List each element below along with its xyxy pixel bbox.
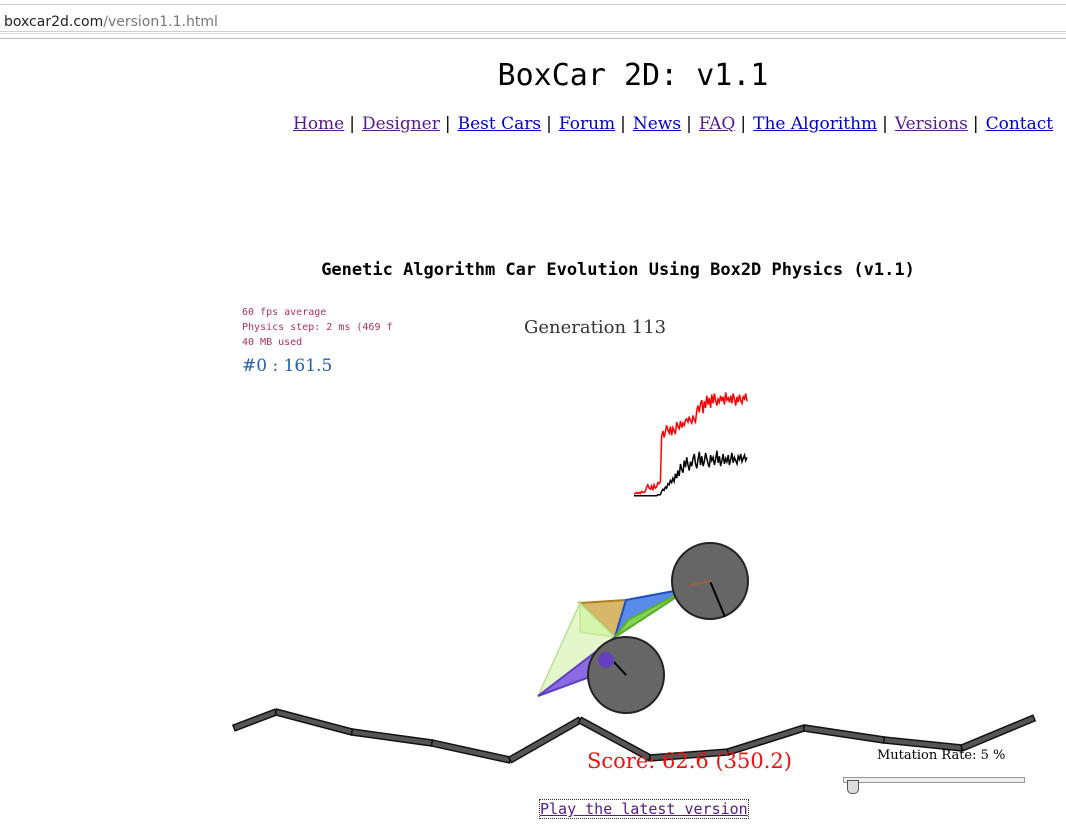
nav-faq[interactable]: FAQ (698, 114, 736, 134)
fps-text: 60 fps average (242, 307, 327, 318)
generation-label: Generation 113 (524, 317, 667, 338)
nav-separator: | (740, 114, 747, 134)
latest-version-link-container: Play the latest version (539, 799, 749, 819)
terrain-track (231, 708, 1037, 764)
nav-versions[interactable]: Versions (894, 114, 968, 134)
memory-text: 40 MB used (242, 337, 303, 348)
track-segment (802, 724, 886, 744)
rear-wheel (587, 636, 665, 714)
track-segment (959, 714, 1037, 752)
main-nav: Home | Designer | Best Cars | Forum | News | FAQ | T… (293, 114, 1053, 134)
slider-track[interactable] (843, 777, 1025, 783)
track-segment (882, 736, 964, 752)
track-segment (350, 728, 434, 747)
nav-the-algorithm[interactable]: The Algorithm (753, 114, 878, 134)
nav-forum[interactable]: Forum (558, 114, 616, 134)
nav-contact[interactable]: Contact (985, 114, 1054, 134)
url-text[interactable]: boxcar2d.com/version1.1.html (4, 14, 218, 30)
address-field[interactable]: boxcar2d.com/version1.1.html (0, 4, 1066, 32)
nav-separator: | (686, 114, 692, 134)
slider-thumb[interactable] (847, 780, 859, 794)
url-domain: boxcar2d.com (4, 14, 104, 30)
car-chassis-lime (614, 587, 691, 638)
score-readout: Score: 62.6 (350.2) (587, 749, 792, 773)
performance-stats: 60 fps average Physics step: 2 ms (469 f… (242, 305, 393, 350)
nav-separator: | (882, 114, 888, 134)
leader-readout: #0 : 161.5 (242, 356, 333, 376)
nav-separator: | (620, 114, 626, 134)
track-segment (274, 708, 354, 736)
url-path: /version1.1.html (103, 14, 218, 30)
mutation-rate-slider[interactable] (843, 770, 1025, 794)
track-segment (507, 716, 583, 764)
best-fitness-line (634, 392, 748, 495)
average-fitness-line (634, 450, 748, 497)
nav-designer[interactable]: Designer (361, 114, 440, 134)
toolbar-divider (0, 34, 1066, 39)
track-segment (430, 739, 512, 764)
mutation-rate-label: Mutation Rate: 5 % (877, 748, 1006, 763)
track-segment (577, 716, 653, 762)
browser-address-bar[interactable]: boxcar2d.com/version1.1.html (0, 0, 1066, 34)
nav-separator: | (349, 114, 355, 134)
front-wheel (671, 542, 749, 620)
nav-separator: | (546, 114, 552, 134)
simulation-heading: Genetic Algorithm Car Evolution Using Bo… (321, 260, 915, 280)
physics-step-text: Physics step: 2 ms (469 f (242, 322, 393, 333)
fitness-graph (634, 392, 748, 497)
nav-separator: | (444, 114, 451, 134)
site-title: BoxCar 2D: v1.1 (497, 58, 769, 93)
nav-news[interactable]: News (632, 114, 682, 134)
play-latest-version-link[interactable]: Play the latest version (539, 799, 749, 819)
nav-home[interactable]: Home (293, 114, 345, 134)
nav-separator: | (972, 114, 979, 134)
track-segment (231, 708, 279, 732)
nav-best-cars[interactable]: Best Cars (457, 114, 542, 134)
